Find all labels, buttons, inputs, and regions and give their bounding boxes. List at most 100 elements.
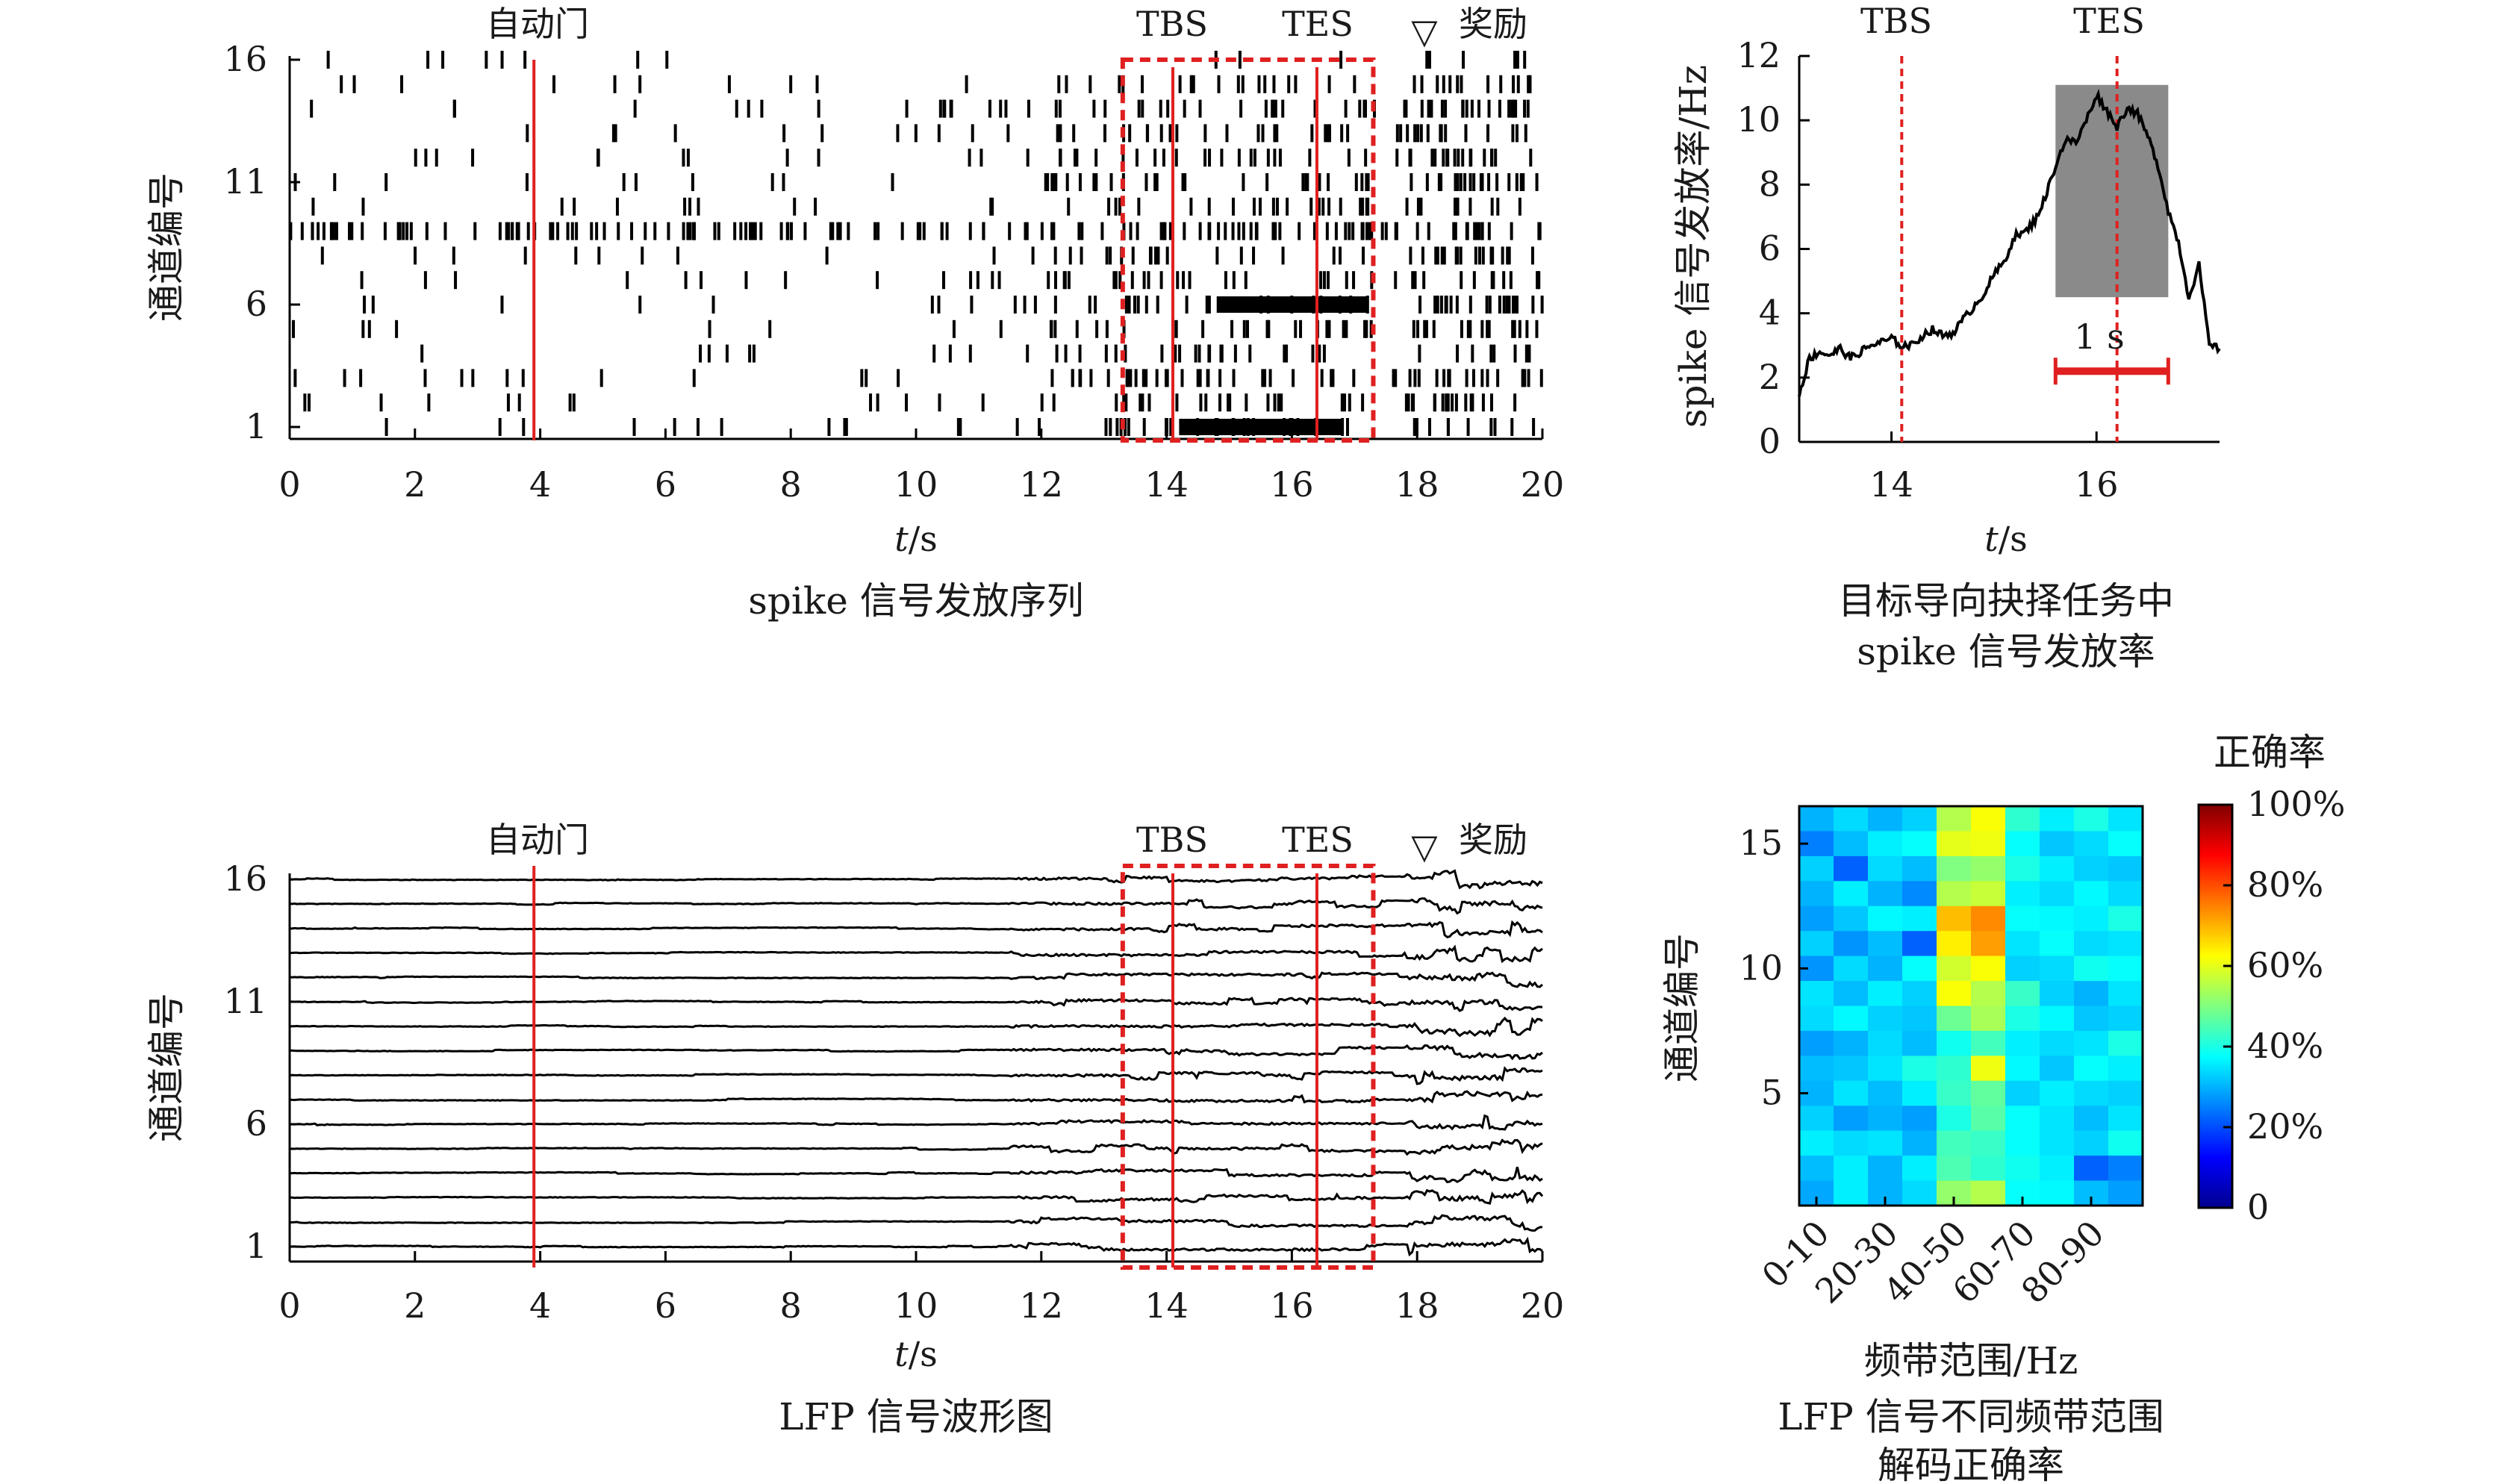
heatmap-cell bbox=[2005, 881, 2040, 907]
heatmap-cell bbox=[1868, 1156, 1903, 1182]
lfp-trace bbox=[289, 1138, 1543, 1156]
rate-x-label: t/s bbox=[1984, 519, 2028, 559]
colorbar-ticks: 0 20% 40% 60% 80% 100% bbox=[2223, 784, 2346, 1227]
heatmap-cell bbox=[1834, 1130, 1869, 1156]
heatmap-cell bbox=[2040, 1156, 2075, 1182]
heatmap-cell bbox=[2074, 855, 2109, 882]
lfp-x-tick-label: 2 bbox=[404, 1285, 426, 1326]
heatmap-cell bbox=[2040, 881, 2075, 907]
heatmap-cell bbox=[2005, 831, 2040, 857]
heatmap-cell bbox=[1799, 905, 1834, 932]
raster-x-tick-label: 10 bbox=[894, 464, 938, 505]
heatmap-cell bbox=[1902, 831, 1937, 857]
heatmap-cell bbox=[1868, 1006, 1903, 1032]
heatmap-cell bbox=[1834, 855, 1869, 882]
rate-y-tick-label: 10 bbox=[1737, 99, 1781, 140]
heatmap-cell bbox=[1902, 931, 1937, 957]
heatmap-cell bbox=[1868, 1106, 1903, 1132]
rate-y-tick-label: 0 bbox=[1759, 421, 1781, 461]
rate-y-label: spike 信号发放率/Hz bbox=[1672, 65, 1715, 428]
lfp-trace bbox=[290, 997, 1543, 1012]
lfp-x-unit: /s bbox=[909, 1334, 938, 1374]
heatmap-cell bbox=[1799, 881, 1834, 907]
colorbar-tick-label: 20% bbox=[2247, 1106, 2323, 1147]
heatmap-cell bbox=[2074, 1056, 2109, 1082]
raster-x-tick-label: 12 bbox=[1020, 464, 1064, 505]
heatmap-cell bbox=[1834, 1056, 1869, 1082]
heatmap-cell bbox=[1971, 806, 2006, 832]
heatmap-cell bbox=[1834, 1156, 1869, 1182]
lfp-y-tick-label: 6 bbox=[246, 1103, 267, 1144]
heatmap-cell bbox=[2108, 905, 2143, 932]
rate-series-line bbox=[1798, 88, 2221, 397]
raster-y-tick-label: 6 bbox=[246, 284, 267, 324]
heatmap-y-label: 通道编号 bbox=[1660, 933, 1704, 1082]
heatmap-cell bbox=[2108, 831, 2143, 857]
heatmap-cell bbox=[2005, 1030, 2040, 1056]
heatmap-cell bbox=[2005, 931, 2040, 957]
lfp-x-tick-label: 16 bbox=[1270, 1285, 1314, 1326]
lfp-trace bbox=[289, 869, 1543, 890]
heatmap-cell bbox=[1868, 931, 1903, 957]
heatmap-cell bbox=[1799, 855, 1834, 882]
heatmap-cell bbox=[1937, 905, 1972, 932]
heatmap-cell bbox=[1868, 955, 1903, 982]
lfp-trace bbox=[289, 1066, 1543, 1085]
lfp-y-label: 通道编号 bbox=[145, 993, 188, 1142]
heatmap-cell bbox=[1834, 1006, 1869, 1032]
heatmap-cell bbox=[2108, 1006, 2143, 1032]
heatmap-cell bbox=[2005, 1006, 2040, 1032]
heatmap-cell bbox=[1902, 1006, 1937, 1032]
raster-door-label: 自动门 bbox=[486, 4, 589, 44]
lfp-y-tick-label: 1 bbox=[246, 1226, 267, 1266]
heatmap-cell bbox=[1971, 1056, 2006, 1082]
lfp-x-ticks: 0 2 4 6 8 10 12 14 16 18 20 bbox=[278, 1251, 1564, 1326]
lfp-x-tick-label: 12 bbox=[1020, 1285, 1064, 1326]
lfp-reward-marker: ▽ bbox=[1411, 826, 1438, 867]
heatmap-x-label: 频带范围/Hz bbox=[1864, 1339, 2078, 1382]
heatmap-cell bbox=[2074, 905, 2109, 932]
lfp-trace bbox=[289, 1044, 1543, 1061]
heatmap-cell bbox=[1902, 1080, 1937, 1106]
lfp-x-var: t bbox=[894, 1334, 909, 1374]
raster-x-unit: /s bbox=[909, 519, 938, 559]
heatmap-cell bbox=[2108, 1156, 2143, 1182]
raster-highlight-window bbox=[1120, 57, 1376, 443]
heatmap-cell bbox=[2040, 981, 2075, 1007]
heatmap-cell bbox=[1868, 881, 1903, 907]
heatmap-cell bbox=[1937, 1156, 1972, 1182]
heatmap-cell bbox=[2040, 855, 2075, 882]
heatmap-cell bbox=[1971, 1156, 2006, 1182]
rate-x-tick-label: 14 bbox=[1869, 464, 1913, 505]
lfp-x-label: t/s bbox=[894, 1334, 938, 1374]
raster-reward-marker: ▽ bbox=[1411, 11, 1438, 52]
rate-y-tick-label: 6 bbox=[1759, 228, 1781, 269]
heatmap-cell bbox=[1971, 981, 2006, 1007]
heatmap-cell bbox=[1902, 1180, 1937, 1206]
lfp-trace bbox=[289, 1016, 1543, 1038]
heatmap-cell bbox=[1937, 1006, 1972, 1032]
heatmap-cell bbox=[2074, 931, 2109, 957]
heatmap-cell bbox=[1902, 1106, 1937, 1132]
rate-scale-bar bbox=[2053, 358, 2170, 385]
heatmap-cell bbox=[1971, 855, 2006, 882]
heatmap-cell bbox=[1834, 1180, 1869, 1206]
heatmap-cell bbox=[1937, 1106, 1972, 1132]
lfp-trace bbox=[290, 920, 1543, 939]
raster-y-tick-label: 1 bbox=[246, 406, 267, 446]
heatmap-y-tick-label: 15 bbox=[1739, 823, 1783, 863]
colorbar-tick-label: 40% bbox=[2247, 1026, 2323, 1066]
heatmap-cell bbox=[1902, 1056, 1937, 1082]
spike-burst bbox=[1179, 419, 1342, 435]
heatmap-cell bbox=[2074, 981, 2109, 1007]
heatmap-cell bbox=[1902, 955, 1937, 982]
raster-x-tick-label: 16 bbox=[1270, 464, 1314, 505]
rate-tes-label: TES bbox=[2073, 1, 2145, 41]
heatmap-cell bbox=[1902, 981, 1937, 1007]
heatmap-cell bbox=[1799, 1006, 1834, 1032]
heatmap-cell bbox=[2040, 831, 2075, 857]
heatmap-cell bbox=[1902, 1030, 1937, 1056]
